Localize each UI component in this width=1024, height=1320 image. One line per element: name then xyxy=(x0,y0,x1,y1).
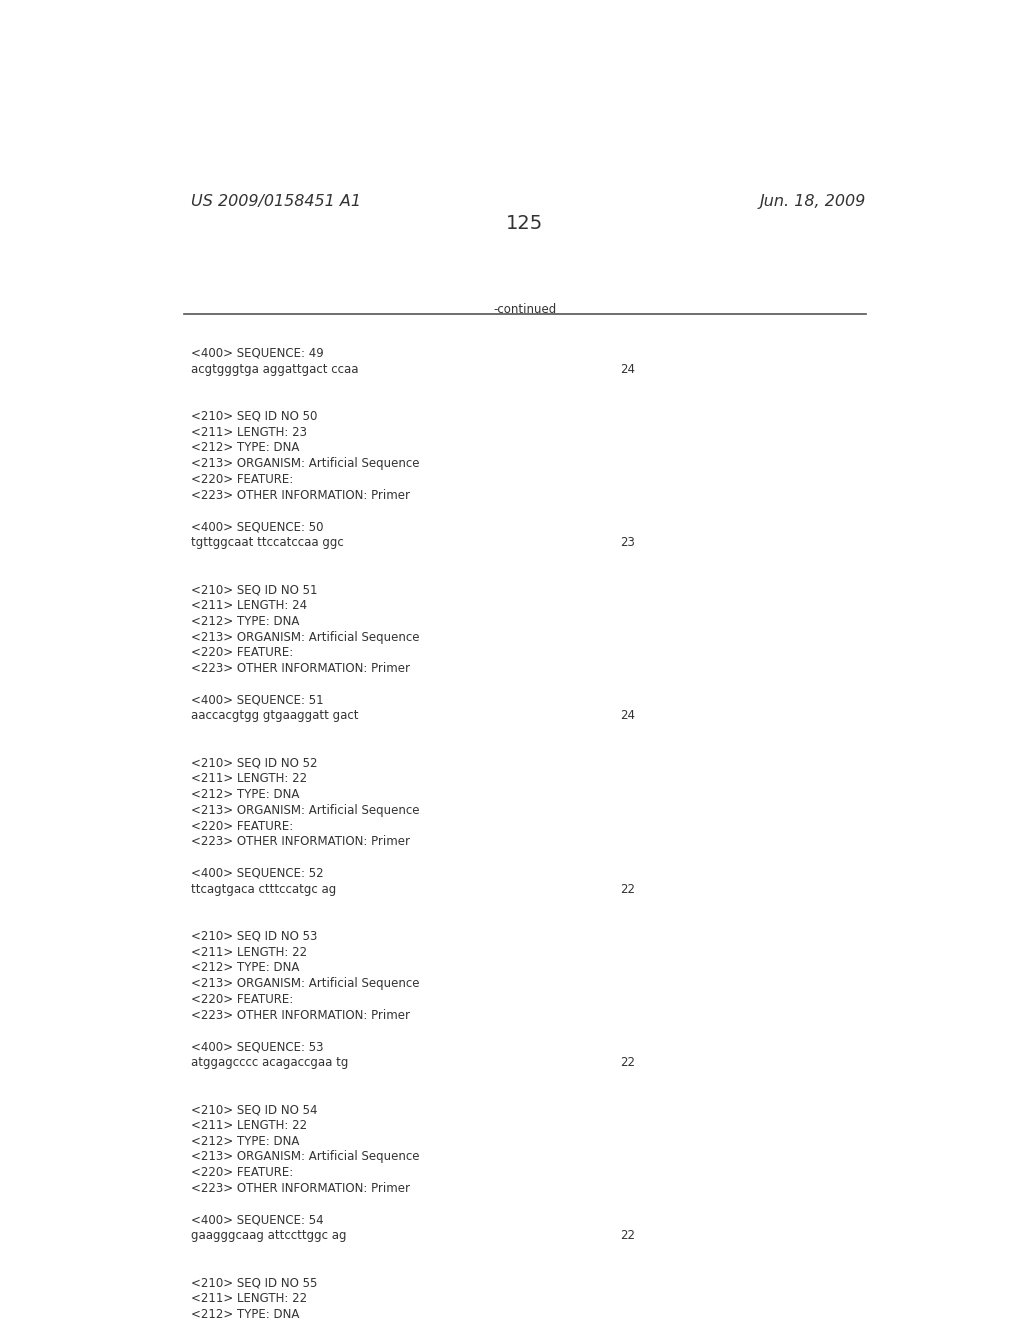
Text: <210> SEQ ID NO 51: <210> SEQ ID NO 51 xyxy=(191,583,318,597)
Text: <400> SEQUENCE: 52: <400> SEQUENCE: 52 xyxy=(191,867,325,880)
Text: <400> SEQUENCE: 49: <400> SEQUENCE: 49 xyxy=(191,347,325,360)
Text: <211> LENGTH: 23: <211> LENGTH: 23 xyxy=(191,426,307,438)
Text: <223> OTHER INFORMATION: Primer: <223> OTHER INFORMATION: Primer xyxy=(191,1181,411,1195)
Text: aaccacgtgg gtgaaggatt gact: aaccacgtgg gtgaaggatt gact xyxy=(191,709,359,722)
Text: <212> TYPE: DNA: <212> TYPE: DNA xyxy=(191,1135,300,1147)
Text: Jun. 18, 2009: Jun. 18, 2009 xyxy=(760,194,866,209)
Text: <213> ORGANISM: Artificial Sequence: <213> ORGANISM: Artificial Sequence xyxy=(191,457,420,470)
Text: <210> SEQ ID NO 50: <210> SEQ ID NO 50 xyxy=(191,411,317,422)
Text: <400> SEQUENCE: 51: <400> SEQUENCE: 51 xyxy=(191,693,325,706)
Text: gaagggcaag attccttggc ag: gaagggcaag attccttggc ag xyxy=(191,1229,347,1242)
Text: <213> ORGANISM: Artificial Sequence: <213> ORGANISM: Artificial Sequence xyxy=(191,977,420,990)
Text: <210> SEQ ID NO 54: <210> SEQ ID NO 54 xyxy=(191,1104,318,1117)
Text: <223> OTHER INFORMATION: Primer: <223> OTHER INFORMATION: Primer xyxy=(191,488,411,502)
Text: <213> ORGANISM: Artificial Sequence: <213> ORGANISM: Artificial Sequence xyxy=(191,631,420,644)
Text: 23: 23 xyxy=(620,536,635,549)
Text: <212> TYPE: DNA: <212> TYPE: DNA xyxy=(191,1308,300,1320)
Text: <210> SEQ ID NO 55: <210> SEQ ID NO 55 xyxy=(191,1276,317,1290)
Text: <211> LENGTH: 22: <211> LENGTH: 22 xyxy=(191,945,307,958)
Text: <211> LENGTH: 24: <211> LENGTH: 24 xyxy=(191,599,307,612)
Text: <212> TYPE: DNA: <212> TYPE: DNA xyxy=(191,788,300,801)
Text: <211> LENGTH: 22: <211> LENGTH: 22 xyxy=(191,1292,307,1305)
Text: <212> TYPE: DNA: <212> TYPE: DNA xyxy=(191,961,300,974)
Text: 22: 22 xyxy=(620,1056,635,1069)
Text: tgttggcaat ttccatccaa ggc: tgttggcaat ttccatccaa ggc xyxy=(191,536,344,549)
Text: <400> SEQUENCE: 50: <400> SEQUENCE: 50 xyxy=(191,520,324,533)
Text: <223> OTHER INFORMATION: Primer: <223> OTHER INFORMATION: Primer xyxy=(191,1008,411,1022)
Text: 22: 22 xyxy=(620,1229,635,1242)
Text: acgtgggtga aggattgact ccaa: acgtgggtga aggattgact ccaa xyxy=(191,363,359,376)
Text: <212> TYPE: DNA: <212> TYPE: DNA xyxy=(191,615,300,628)
Text: 125: 125 xyxy=(506,214,544,234)
Text: US 2009/0158451 A1: US 2009/0158451 A1 xyxy=(191,194,361,209)
Text: -continued: -continued xyxy=(494,302,556,315)
Text: <213> ORGANISM: Artificial Sequence: <213> ORGANISM: Artificial Sequence xyxy=(191,804,420,817)
Text: <223> OTHER INFORMATION: Primer: <223> OTHER INFORMATION: Primer xyxy=(191,663,411,675)
Text: <211> LENGTH: 22: <211> LENGTH: 22 xyxy=(191,772,307,785)
Text: <210> SEQ ID NO 53: <210> SEQ ID NO 53 xyxy=(191,929,317,942)
Text: <213> ORGANISM: Artificial Sequence: <213> ORGANISM: Artificial Sequence xyxy=(191,1151,420,1163)
Text: <220> FEATURE:: <220> FEATURE: xyxy=(191,993,294,1006)
Text: <400> SEQUENCE: 54: <400> SEQUENCE: 54 xyxy=(191,1213,325,1226)
Text: <400> SEQUENCE: 53: <400> SEQUENCE: 53 xyxy=(191,1040,324,1053)
Text: atggagcccc acagaccgaa tg: atggagcccc acagaccgaa tg xyxy=(191,1056,349,1069)
Text: <220> FEATURE:: <220> FEATURE: xyxy=(191,473,294,486)
Text: <212> TYPE: DNA: <212> TYPE: DNA xyxy=(191,441,300,454)
Text: <211> LENGTH: 22: <211> LENGTH: 22 xyxy=(191,1119,307,1131)
Text: <210> SEQ ID NO 52: <210> SEQ ID NO 52 xyxy=(191,756,318,770)
Text: 22: 22 xyxy=(620,883,635,895)
Text: <220> FEATURE:: <220> FEATURE: xyxy=(191,647,294,659)
Text: 24: 24 xyxy=(620,363,635,376)
Text: <223> OTHER INFORMATION: Primer: <223> OTHER INFORMATION: Primer xyxy=(191,836,411,849)
Text: <220> FEATURE:: <220> FEATURE: xyxy=(191,1166,294,1179)
Text: <220> FEATURE:: <220> FEATURE: xyxy=(191,820,294,833)
Text: 24: 24 xyxy=(620,709,635,722)
Text: ttcagtgaca ctttccatgc ag: ttcagtgaca ctttccatgc ag xyxy=(191,883,337,895)
